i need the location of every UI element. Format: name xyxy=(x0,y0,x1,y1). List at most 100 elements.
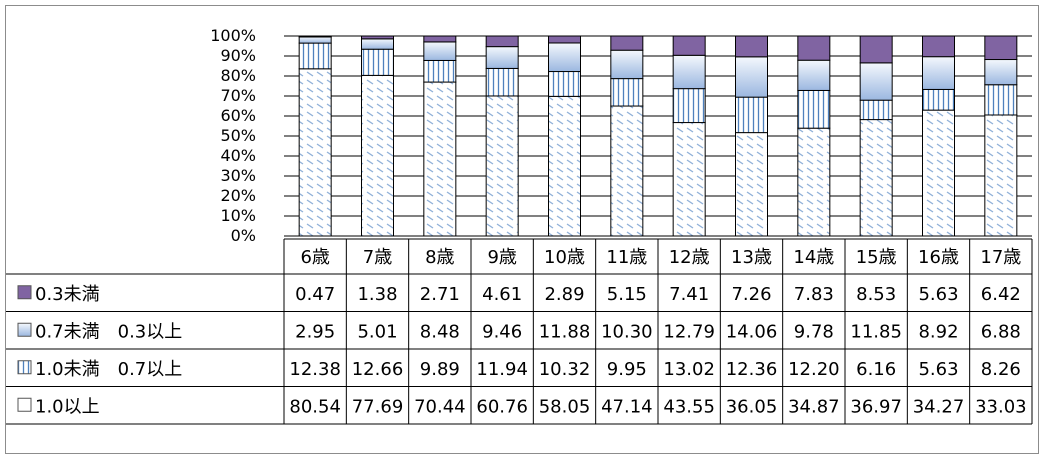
x-tick-label: 7歳 xyxy=(363,247,392,268)
bar-segment xyxy=(859,119,893,237)
chart-svg: 0%10%20%30%40%50%60%70%80%90%100% 6歳 7歳 8歳… xyxy=(6,26,1033,425)
x-tick-label: 15歳 xyxy=(856,247,897,268)
bar-segment xyxy=(298,36,332,44)
y-tick-label: 30% xyxy=(220,166,256,185)
data-label: 9.78 xyxy=(794,321,834,342)
data-label: 34.27 xyxy=(913,396,965,417)
bar-segment xyxy=(610,35,644,51)
data-label: 5.15 xyxy=(607,284,647,305)
x-tick-label: 14歳 xyxy=(793,247,834,268)
bars xyxy=(298,35,1018,237)
data-label: 6.16 xyxy=(856,359,896,380)
data-label: 47.14 xyxy=(601,396,653,417)
x-tick-label: 12歳 xyxy=(669,247,710,268)
bar-segment xyxy=(672,54,706,90)
bar-segment xyxy=(361,35,394,40)
data-label: 8.48 xyxy=(420,321,460,342)
x-tick-label: 9歳 xyxy=(487,247,516,268)
x-tick-label: 17歳 xyxy=(980,247,1021,268)
data-label: 8.53 xyxy=(856,284,896,305)
x-tick-label: 6歳 xyxy=(300,247,329,268)
bar-segment xyxy=(361,38,394,50)
data-label: 58.05 xyxy=(539,396,591,417)
bar-segment xyxy=(610,105,644,237)
bar-segment xyxy=(797,89,831,129)
x-tick-label: 8歳 xyxy=(425,247,454,268)
y-tick-label: 50% xyxy=(220,126,256,145)
data-label: 34.87 xyxy=(788,396,840,417)
data-label: 7.41 xyxy=(669,284,709,305)
data-label: 12.79 xyxy=(663,321,715,342)
bar-segment xyxy=(423,35,457,43)
bar-segment xyxy=(485,95,519,237)
bar-segment xyxy=(922,109,955,237)
bar-segment xyxy=(298,68,332,237)
bar-segment xyxy=(859,62,893,101)
y-axis-ticks: 0%10%20%30%40%50%60%70%80%90%100% xyxy=(210,26,256,245)
data-label: 9.89 xyxy=(420,359,460,380)
bar-segment xyxy=(548,42,581,73)
data-label: 5.01 xyxy=(357,321,397,342)
y-tick-label: 20% xyxy=(220,186,256,205)
data-label: 6.42 xyxy=(981,284,1021,305)
y-tick-label: 60% xyxy=(220,106,256,125)
legend-swatch xyxy=(17,360,32,375)
data-label: 43.55 xyxy=(663,396,715,417)
legend-label: 1.0以上 xyxy=(35,396,100,417)
data-label: 13.02 xyxy=(663,359,715,380)
x-tick-label: 10歳 xyxy=(544,247,585,268)
data-label: 2.71 xyxy=(420,284,460,305)
bar-segment xyxy=(423,81,457,237)
data-label: 77.69 xyxy=(352,396,404,417)
legend-label: 1.0未満 0.7以上 xyxy=(35,359,182,380)
bar-segment xyxy=(735,132,768,237)
data-label: 60.76 xyxy=(476,396,528,417)
data-label: 80.54 xyxy=(289,396,341,417)
bar-segment xyxy=(610,78,644,107)
data-label: 0.47 xyxy=(295,284,335,305)
data-label: 7.26 xyxy=(731,284,771,305)
x-tick-label: 11歳 xyxy=(606,247,647,268)
bar-segment xyxy=(548,71,581,97)
bar-segment xyxy=(361,48,394,76)
x-tick-label: 16歳 xyxy=(918,247,959,268)
bar-segment xyxy=(485,67,519,97)
data-label: 11.94 xyxy=(476,359,528,380)
bar-segment xyxy=(735,56,768,98)
legend-label: 0.7未満 0.3以上 xyxy=(35,321,182,342)
bar-segment xyxy=(548,35,581,44)
data-label: 2.89 xyxy=(544,284,584,305)
bar-segment xyxy=(735,96,768,134)
bar-segment xyxy=(797,127,831,237)
data-label: 11.88 xyxy=(539,321,591,342)
y-tick-label: 40% xyxy=(220,146,256,165)
data-label: 9.46 xyxy=(482,321,522,342)
bar-segment xyxy=(735,35,768,58)
data-label: 11.85 xyxy=(850,321,902,342)
bar-segment xyxy=(672,88,706,124)
y-tick-label: 70% xyxy=(220,86,256,105)
data-label: 1.38 xyxy=(357,284,397,305)
bar-segment xyxy=(984,35,1018,61)
bar-segment xyxy=(984,84,1018,116)
bar-segment xyxy=(361,74,394,237)
bar-segment xyxy=(797,59,831,91)
data-label: 9.95 xyxy=(607,359,647,380)
data-label: 2.95 xyxy=(295,321,335,342)
data-label: 10.32 xyxy=(539,359,591,380)
data-label: 8.26 xyxy=(981,359,1021,380)
bar-segment xyxy=(672,35,706,56)
bar-segment xyxy=(548,95,581,237)
bar-segment xyxy=(423,41,457,61)
bar-segment xyxy=(984,114,1018,237)
bar-segment xyxy=(485,35,519,48)
bar-segment xyxy=(859,99,893,121)
data-label: 12.66 xyxy=(352,359,404,380)
data-label: 10.30 xyxy=(601,321,653,342)
y-tick-label: 90% xyxy=(220,46,256,65)
bar-segment xyxy=(610,49,644,80)
bar-segment xyxy=(298,35,332,38)
data-label: 70.44 xyxy=(414,396,466,417)
y-tick-label: 80% xyxy=(220,66,256,85)
bar-segment xyxy=(922,88,955,111)
